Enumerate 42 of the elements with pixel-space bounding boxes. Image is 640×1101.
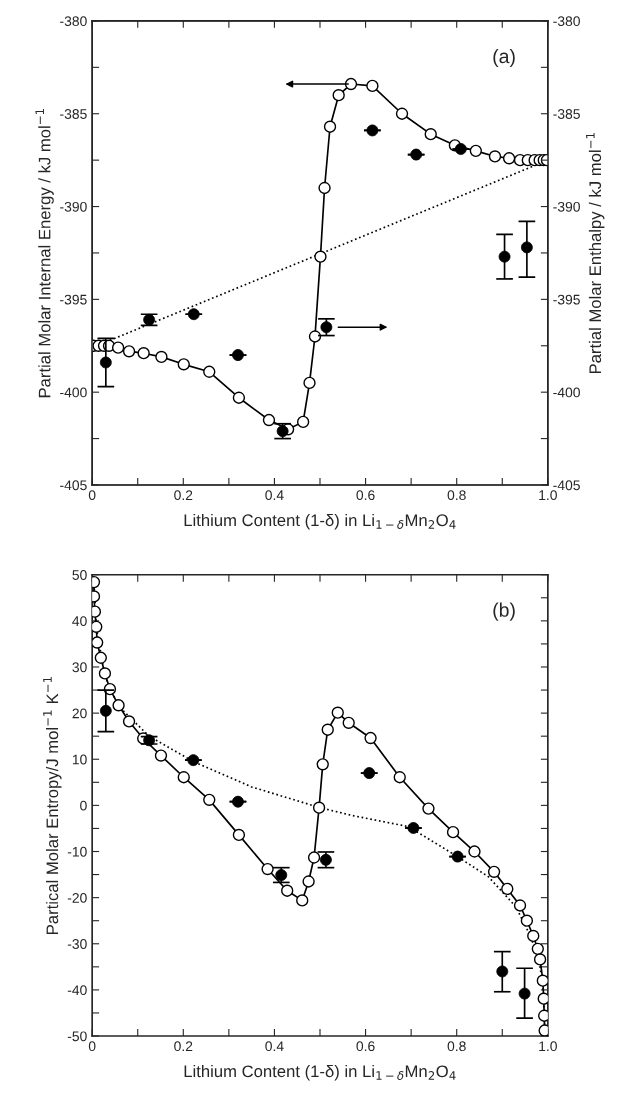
y-tick-label: -405 xyxy=(60,480,87,491)
y-tick-label: 40 xyxy=(72,616,87,627)
y2-tick-label: -400 xyxy=(553,387,580,398)
y-axis-title: Partial Molar Internal Energy / kJ mol$^{−1}$ xyxy=(35,109,54,398)
x-tick-label: 1.0 xyxy=(539,1041,557,1052)
y-tick-label: -50 xyxy=(67,1031,87,1042)
x-tick-label: 0.2 xyxy=(174,1041,193,1052)
annotation: (a) xyxy=(493,48,515,68)
x-tick-label: 0.8 xyxy=(447,490,466,501)
y2-tick-label: -380 xyxy=(553,16,580,27)
y-tick-label: -40 xyxy=(67,985,87,996)
y-tick-label: -20 xyxy=(67,892,87,903)
x-tick-label: 0 xyxy=(88,490,96,501)
y-tick-label: 20 xyxy=(72,708,87,719)
y2-axis-title: Partial Molar Enthalpy / kJ mol$^{−1}$ xyxy=(586,133,605,374)
y-tick-label: -385 xyxy=(60,109,87,119)
x-axis-title: Lithium Content (1-δ) in Li$_{1−δ}$Mn$_{2}$O$_{4}$ xyxy=(184,513,456,530)
x-axis-title: Lithium Content (1-δ) in Li$_{1−δ}$Mn$_{2}$O$_{4}$ xyxy=(184,1064,456,1081)
y-tick-label: -380 xyxy=(60,16,87,27)
x-tick-label: 1.0 xyxy=(539,490,557,501)
y-tick-label: -395 xyxy=(60,294,87,305)
y2-tick-label: -405 xyxy=(553,480,580,491)
y-tick-label: 50 xyxy=(72,570,87,580)
x-tick-label: 0.6 xyxy=(356,490,375,501)
x-tick-label: 0.2 xyxy=(174,490,193,501)
y-tick-label: 30 xyxy=(72,662,87,673)
y-tick-label: 10 xyxy=(72,754,87,765)
x-tick-label: 0.6 xyxy=(356,1041,375,1052)
y-tick-label: -10 xyxy=(67,846,87,857)
y-tick-label: -30 xyxy=(67,939,87,949)
y2-tick-label: -395 xyxy=(553,294,580,305)
y2-tick-label: -385 xyxy=(553,109,580,119)
x-tick-label: 0.8 xyxy=(447,1041,466,1052)
x-tick-label: 0 xyxy=(88,1041,96,1052)
x-tick-label: 0.4 xyxy=(265,490,284,501)
annotation: (b) xyxy=(493,602,515,621)
y-tick-label: -400 xyxy=(60,387,87,398)
y2-tick-label: -390 xyxy=(553,201,580,212)
x-tick-label: 0.4 xyxy=(265,1041,284,1052)
y-tick-label: -390 xyxy=(60,201,87,212)
y-tick-label: 0 xyxy=(80,800,87,811)
y-axis-title: Partical Molar Entropy/J mol$^{−1}$ K$^{−1}$ xyxy=(43,677,62,934)
